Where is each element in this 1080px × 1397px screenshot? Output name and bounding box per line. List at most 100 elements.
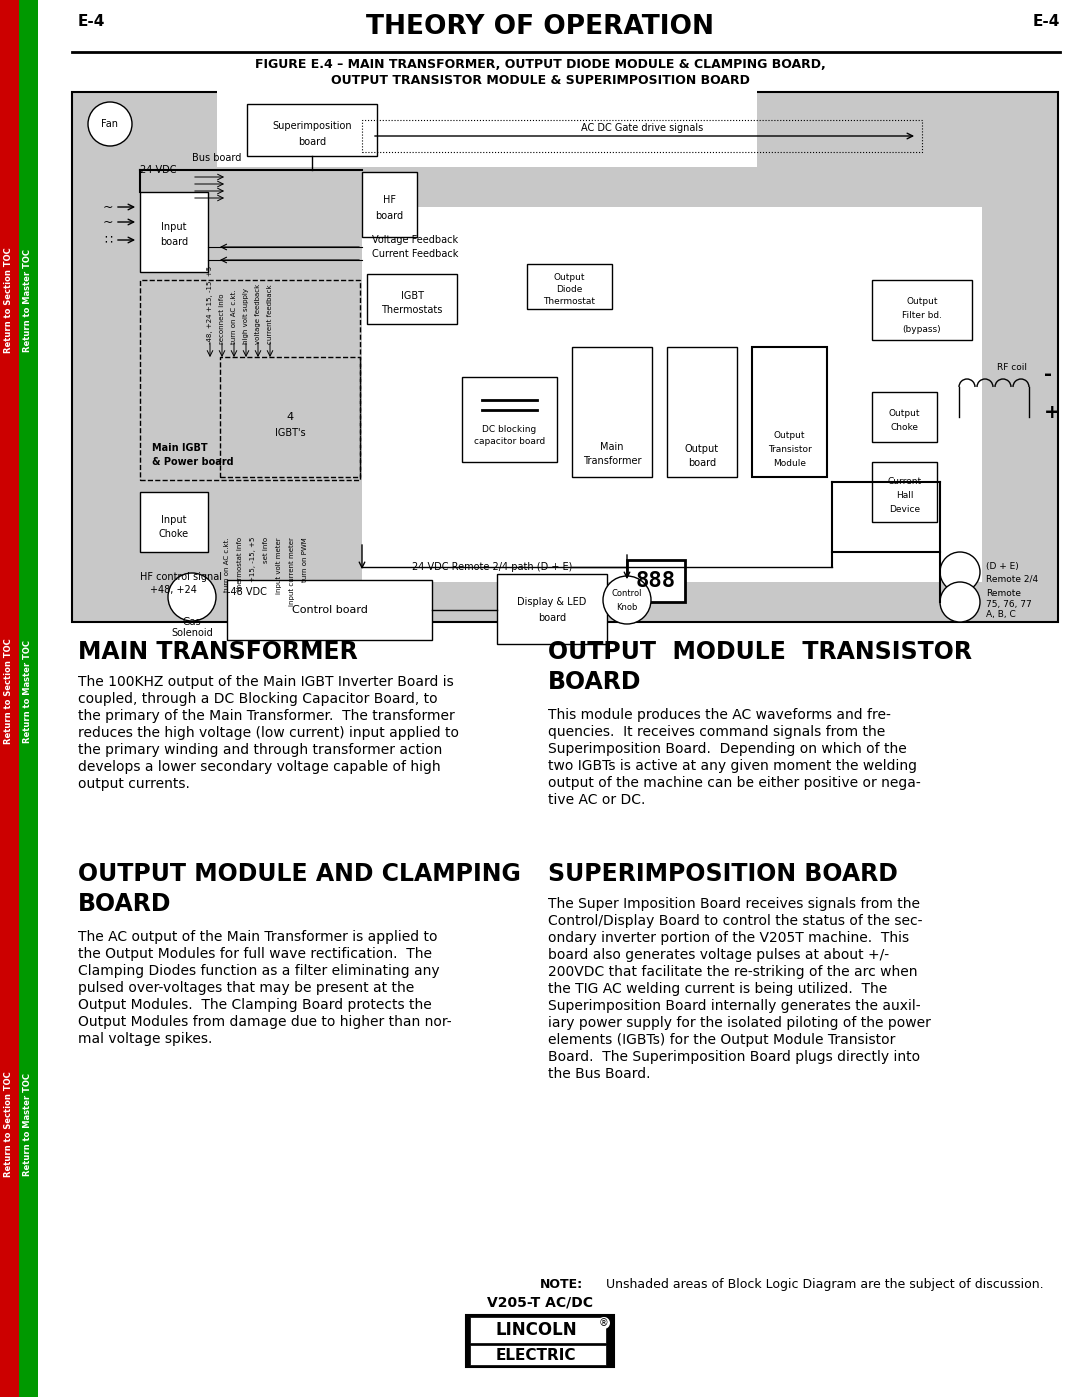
Text: Superimposition Board.  Depending on which of the: Superimposition Board. Depending on whic…: [548, 742, 907, 756]
Text: HF control signal: HF control signal: [140, 571, 222, 583]
Text: LINCOLN: LINCOLN: [496, 1322, 577, 1338]
Text: Thermostats: Thermostats: [381, 305, 443, 314]
Text: board: board: [160, 237, 188, 247]
Bar: [470, 1345, 606, 1365]
Bar: [227, 580, 432, 640]
Text: set info: set info: [264, 536, 269, 563]
Text: Main IGBT: Main IGBT: [152, 443, 207, 453]
Text: V205-T AC/DC: V205-T AC/DC: [487, 1295, 593, 1309]
Text: Output Modules.  The Clamping Board protects the: Output Modules. The Clamping Board prote…: [78, 997, 432, 1011]
Text: Output: Output: [773, 430, 806, 440]
Text: -: -: [1044, 365, 1052, 384]
Text: turn on AC c.kt.: turn on AC c.kt.: [224, 536, 230, 591]
Text: quencies.  It receives command signals from the: quencies. It receives command signals fr…: [548, 725, 886, 739]
Text: Return to Section TOC: Return to Section TOC: [4, 1071, 14, 1178]
Text: Current Feedback: Current Feedback: [372, 249, 458, 258]
Text: current feedback: current feedback: [267, 285, 273, 344]
Text: +: +: [1044, 402, 1061, 422]
Text: Return to Section TOC: Return to Section TOC: [4, 638, 14, 745]
Text: Display & LED: Display & LED: [517, 597, 586, 608]
Text: OUTPUT MODULE AND CLAMPING: OUTPUT MODULE AND CLAMPING: [78, 862, 521, 886]
Text: IGBT: IGBT: [401, 291, 423, 300]
Bar: [140, 279, 360, 481]
Text: turn on PWM: turn on PWM: [302, 536, 308, 581]
Circle shape: [598, 1317, 610, 1329]
Text: ~: ~: [103, 215, 113, 229]
Text: the primary of the Main Transformer.  The transformer: the primary of the Main Transformer. The…: [78, 710, 455, 724]
Text: input volt meter: input volt meter: [276, 536, 282, 594]
Text: OUTPUT  MODULE  TRANSISTOR: OUTPUT MODULE TRANSISTOR: [548, 640, 972, 664]
Text: Transistor: Transistor: [768, 444, 811, 454]
Bar: [217, 0, 757, 168]
Bar: [627, 560, 685, 602]
Text: 24 VDC: 24 VDC: [140, 165, 176, 175]
Text: Return to Section TOC: Return to Section TOC: [4, 247, 14, 353]
Text: the TIG AC welding current is being utilized.  The: the TIG AC welding current is being util…: [548, 982, 888, 996]
Text: Transformer: Transformer: [583, 455, 642, 467]
Text: Superimposition Board internally generates the auxil-: Superimposition Board internally generat…: [548, 999, 920, 1013]
Text: thermostat info: thermostat info: [237, 536, 243, 591]
Text: Solenoid: Solenoid: [171, 629, 213, 638]
Bar: [362, 172, 417, 237]
Text: (D + E): (D + E): [986, 563, 1018, 571]
Text: Module: Module: [773, 458, 806, 468]
Text: AC DC Gate drive signals: AC DC Gate drive signals: [581, 123, 703, 133]
Text: RF coil: RF coil: [997, 362, 1027, 372]
Text: Thermostat: Thermostat: [543, 298, 595, 306]
Text: capacitor board: capacitor board: [474, 437, 545, 447]
Circle shape: [87, 102, 132, 147]
Text: output currents.: output currents.: [78, 777, 190, 791]
Text: Output: Output: [554, 274, 585, 282]
Text: Hall: Hall: [895, 492, 914, 500]
Text: Knob: Knob: [617, 602, 637, 612]
Bar: [470, 1317, 606, 1343]
Text: Filter bd.: Filter bd.: [902, 312, 942, 320]
Text: the primary winding and through transformer action: the primary winding and through transfor…: [78, 743, 442, 757]
Text: the Output Modules for full wave rectification.  The: the Output Modules for full wave rectifi…: [78, 947, 432, 961]
Text: elements (IGBTs) for the Output Module Transistor: elements (IGBTs) for the Output Module T…: [548, 1032, 895, 1046]
Text: This module produces the AC waveforms and fre-: This module produces the AC waveforms an…: [548, 708, 891, 722]
Bar: [872, 393, 937, 441]
Text: Choke: Choke: [891, 423, 918, 433]
Text: Board.  The Superimposition Board plugs directly into: Board. The Superimposition Board plugs d…: [548, 1051, 920, 1065]
Text: & Power board: & Power board: [152, 457, 233, 467]
Bar: [72, 92, 1058, 622]
Text: Input: Input: [161, 515, 187, 525]
Text: Fan: Fan: [102, 119, 119, 129]
Text: develops a lower secondary voltage capable of high: develops a lower secondary voltage capab…: [78, 760, 441, 774]
Text: board: board: [688, 458, 716, 468]
Text: Return to Master TOC: Return to Master TOC: [24, 640, 32, 743]
Bar: [462, 377, 557, 462]
Text: THEORY OF OPERATION: THEORY OF OPERATION: [366, 14, 714, 41]
Text: pulsed over-voltages that may be present at the: pulsed over-voltages that may be present…: [78, 981, 415, 995]
Text: Diode: Diode: [556, 285, 583, 295]
Text: Remote 2/4: Remote 2/4: [986, 574, 1038, 584]
Text: DC blocking: DC blocking: [483, 425, 537, 433]
Text: +48, +24: +48, +24: [150, 585, 197, 595]
Bar: [367, 274, 457, 324]
Bar: [465, 1315, 615, 1368]
Text: Output: Output: [685, 444, 719, 454]
Text: E-4: E-4: [78, 14, 106, 29]
Text: HF: HF: [383, 196, 396, 205]
Text: Control: Control: [611, 590, 643, 598]
Text: The Super Imposition Board receives signals from the: The Super Imposition Board receives sign…: [548, 897, 920, 911]
Text: Output Modules from damage due to higher than nor-: Output Modules from damage due to higher…: [78, 1016, 451, 1030]
Bar: [362, 207, 982, 583]
Text: voltage feedback: voltage feedback: [255, 284, 261, 344]
Text: The 100KHZ output of the Main IGBT Inverter Board is: The 100KHZ output of the Main IGBT Inver…: [78, 675, 454, 689]
Text: Clamping Diodes function as a filter eliminating any: Clamping Diodes function as a filter eli…: [78, 964, 440, 978]
Text: board also generates voltage pulses at about +/-: board also generates voltage pulses at a…: [548, 949, 889, 963]
Text: The AC output of the Main Transformer is applied to: The AC output of the Main Transformer is…: [78, 930, 437, 944]
Text: Control board: Control board: [292, 605, 367, 615]
Text: Output: Output: [889, 409, 920, 419]
Bar: [140, 191, 208, 272]
Bar: [752, 346, 827, 476]
Text: BOARD: BOARD: [78, 893, 172, 916]
Text: Return to Master TOC: Return to Master TOC: [24, 249, 32, 352]
Text: Output: Output: [906, 298, 937, 306]
Text: Gas: Gas: [183, 617, 201, 627]
Text: reduces the high voltage (low current) input applied to: reduces the high voltage (low current) i…: [78, 726, 459, 740]
Text: Voltage Feedback: Voltage Feedback: [372, 235, 458, 244]
Bar: [247, 103, 377, 156]
